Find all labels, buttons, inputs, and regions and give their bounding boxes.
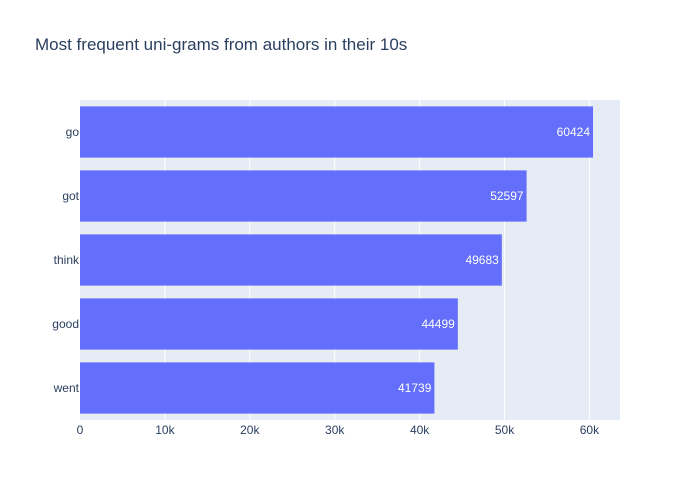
- chart-title: Most frequent uni-grams from authors in …: [35, 35, 407, 54]
- x-tick-label: 60k: [580, 423, 600, 437]
- bar-think: [80, 234, 502, 286]
- bar-go: [80, 106, 594, 158]
- x-axis-ticks: 0 10k 20k 30k 40k 50k 60k: [77, 423, 600, 437]
- data-label-think: 49683: [465, 253, 499, 267]
- y-tick-label-think: think: [54, 253, 80, 267]
- data-label-went: 41739: [398, 381, 432, 395]
- x-tick-label: 20k: [240, 423, 260, 437]
- y-axis-ticks: went good think got go: [52, 125, 80, 395]
- data-label-got: 52597: [490, 189, 524, 203]
- y-tick-label-got: got: [62, 189, 79, 203]
- bar-good: [80, 298, 458, 350]
- x-tick-label: 10k: [155, 423, 175, 437]
- x-tick-label: 30k: [325, 423, 345, 437]
- data-labels: 41739 44499 49683 52597 60424: [398, 125, 590, 395]
- bar-got: [80, 170, 527, 222]
- bar-went: [80, 362, 435, 414]
- x-tick-label: 50k: [495, 423, 515, 437]
- x-tick-label: 40k: [410, 423, 430, 437]
- y-tick-label-good: good: [52, 317, 79, 331]
- data-label-good: 44499: [421, 317, 455, 331]
- bars: [80, 106, 594, 414]
- data-label-go: 60424: [557, 125, 591, 139]
- y-tick-label-go: go: [66, 125, 80, 139]
- y-tick-label-went: went: [53, 381, 80, 395]
- x-tick-label: 0: [77, 423, 84, 437]
